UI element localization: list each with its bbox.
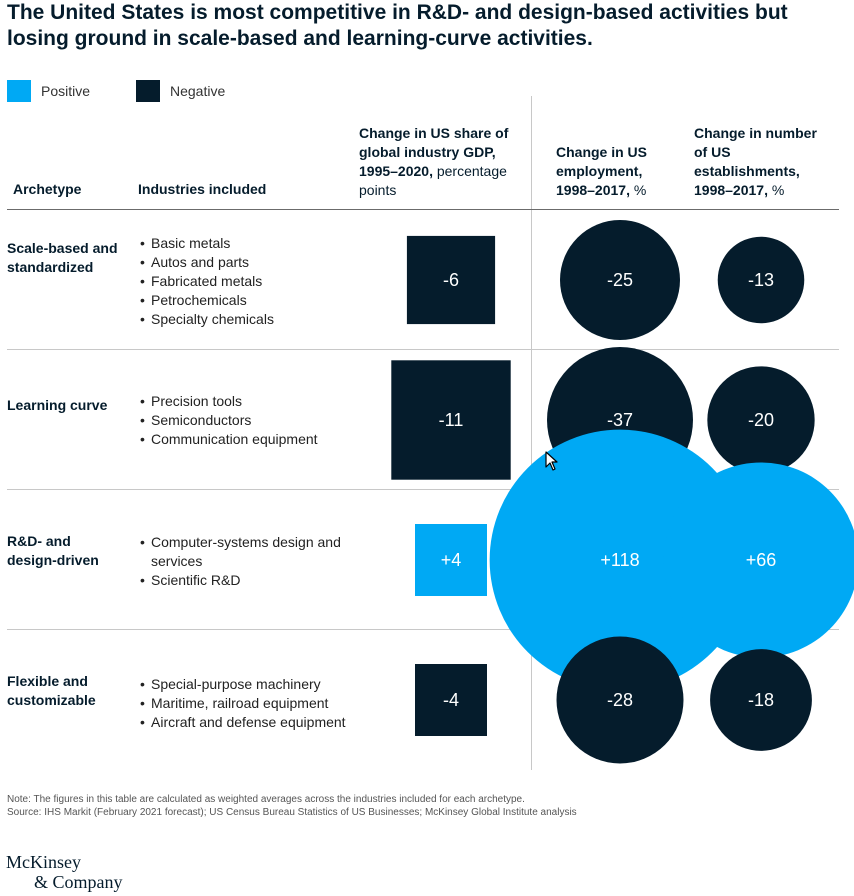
employment-circle: [560, 220, 680, 340]
employment-circle: [556, 636, 684, 764]
row-industries-scale: Basic metals Autos and parts Fabricated …: [140, 234, 274, 329]
list-item: Petrochemicals: [140, 291, 274, 310]
establishments-circle: [663, 462, 854, 658]
list-item: Semiconductors: [140, 411, 318, 430]
mckinsey-logo: McKinsey & Company: [6, 852, 123, 892]
row-archetype-flexible: Flexible and customizable: [7, 673, 96, 708]
column-divider: [531, 96, 532, 770]
list-item: Autos and parts: [140, 253, 274, 272]
list-item: Precision tools: [140, 392, 318, 411]
gdp-share-square: [415, 524, 487, 596]
employment-circle: [489, 429, 751, 691]
list-item: Specialty chemicals: [140, 310, 274, 329]
legend-label-positive: Positive: [41, 83, 91, 99]
row-separator: [7, 489, 839, 490]
establishments-label: -13: [748, 270, 774, 290]
header-establishments: Change in number of US establishments, 1…: [694, 125, 817, 198]
establishments-label: +66: [746, 550, 777, 570]
header-industries: Industries included: [138, 181, 267, 197]
row-archetype-scale: Scale-based and standardized: [7, 240, 118, 275]
row-industries-learning: Precision tools Semiconductors Communica…: [140, 392, 318, 449]
row-industries-flexible: Special-purpose machinery Maritime, rail…: [140, 675, 346, 732]
employment-label: +118: [600, 550, 639, 570]
list-item: Communication equipment: [140, 430, 318, 449]
header-employment: Change in US employment, 1998–2017, %: [556, 144, 648, 198]
list-item: Scientific R&D: [140, 571, 350, 590]
logo-line-1: McKinsey: [6, 852, 81, 872]
logo-line-2: & Company: [34, 872, 123, 892]
gdp-share-square: [406, 235, 496, 325]
source-text: Source: IHS Markit (February 2021 foreca…: [7, 807, 577, 818]
legend-swatch-negative: [136, 80, 160, 102]
gdp-share-label: +4: [441, 550, 462, 570]
header-separator: [7, 209, 839, 210]
list-item: Computer-systems design and services: [140, 533, 350, 571]
list-item: Fabricated metals: [140, 272, 274, 291]
chart-title: The United States is most competitive in…: [7, 1, 788, 50]
list-item: Aircraft and defense equipment: [140, 713, 346, 732]
row-industries-rd: Computer-systems design and services Sci…: [140, 533, 350, 590]
note-text: Note: The figures in this table are calc…: [7, 794, 525, 805]
header-gdp: Change in US share of global industry GD…: [359, 125, 509, 198]
employment-label: -37: [607, 410, 633, 430]
employment-label: -25: [607, 270, 633, 290]
legend-swatch-positive: [7, 80, 31, 102]
list-item: Maritime, railroad equipment: [140, 694, 346, 713]
row-separator: [7, 349, 839, 350]
row-separator: [7, 629, 839, 630]
establishments-circle: [717, 236, 805, 324]
establishments-label: -18: [748, 690, 774, 710]
establishments-circle: [707, 366, 815, 474]
row-archetype-learning: Learning curve: [7, 397, 108, 413]
footnote: Note: The figures in this table are calc…: [7, 793, 577, 819]
legend-item-positive: Positive: [7, 80, 90, 102]
gdp-share-label: -11: [439, 410, 464, 430]
employment-label: -28: [607, 690, 633, 710]
list-item: Basic metals: [140, 234, 274, 253]
legend-label-negative: Negative: [170, 83, 226, 99]
legend-item-negative: Negative: [136, 80, 225, 102]
gdp-share-label: -4: [443, 690, 459, 710]
gdp-share-square: [415, 664, 487, 736]
gdp-share-label: -6: [443, 270, 459, 290]
establishments-circle: [710, 649, 812, 751]
gdp-share-square: [391, 360, 511, 480]
establishments-label: -20: [748, 410, 774, 430]
row-archetype-rd: R&D- and design-driven: [7, 533, 99, 568]
list-item: Special-purpose machinery: [140, 675, 346, 694]
mouse-cursor-icon: [545, 451, 558, 471]
header-archetype: Archetype: [13, 181, 82, 197]
